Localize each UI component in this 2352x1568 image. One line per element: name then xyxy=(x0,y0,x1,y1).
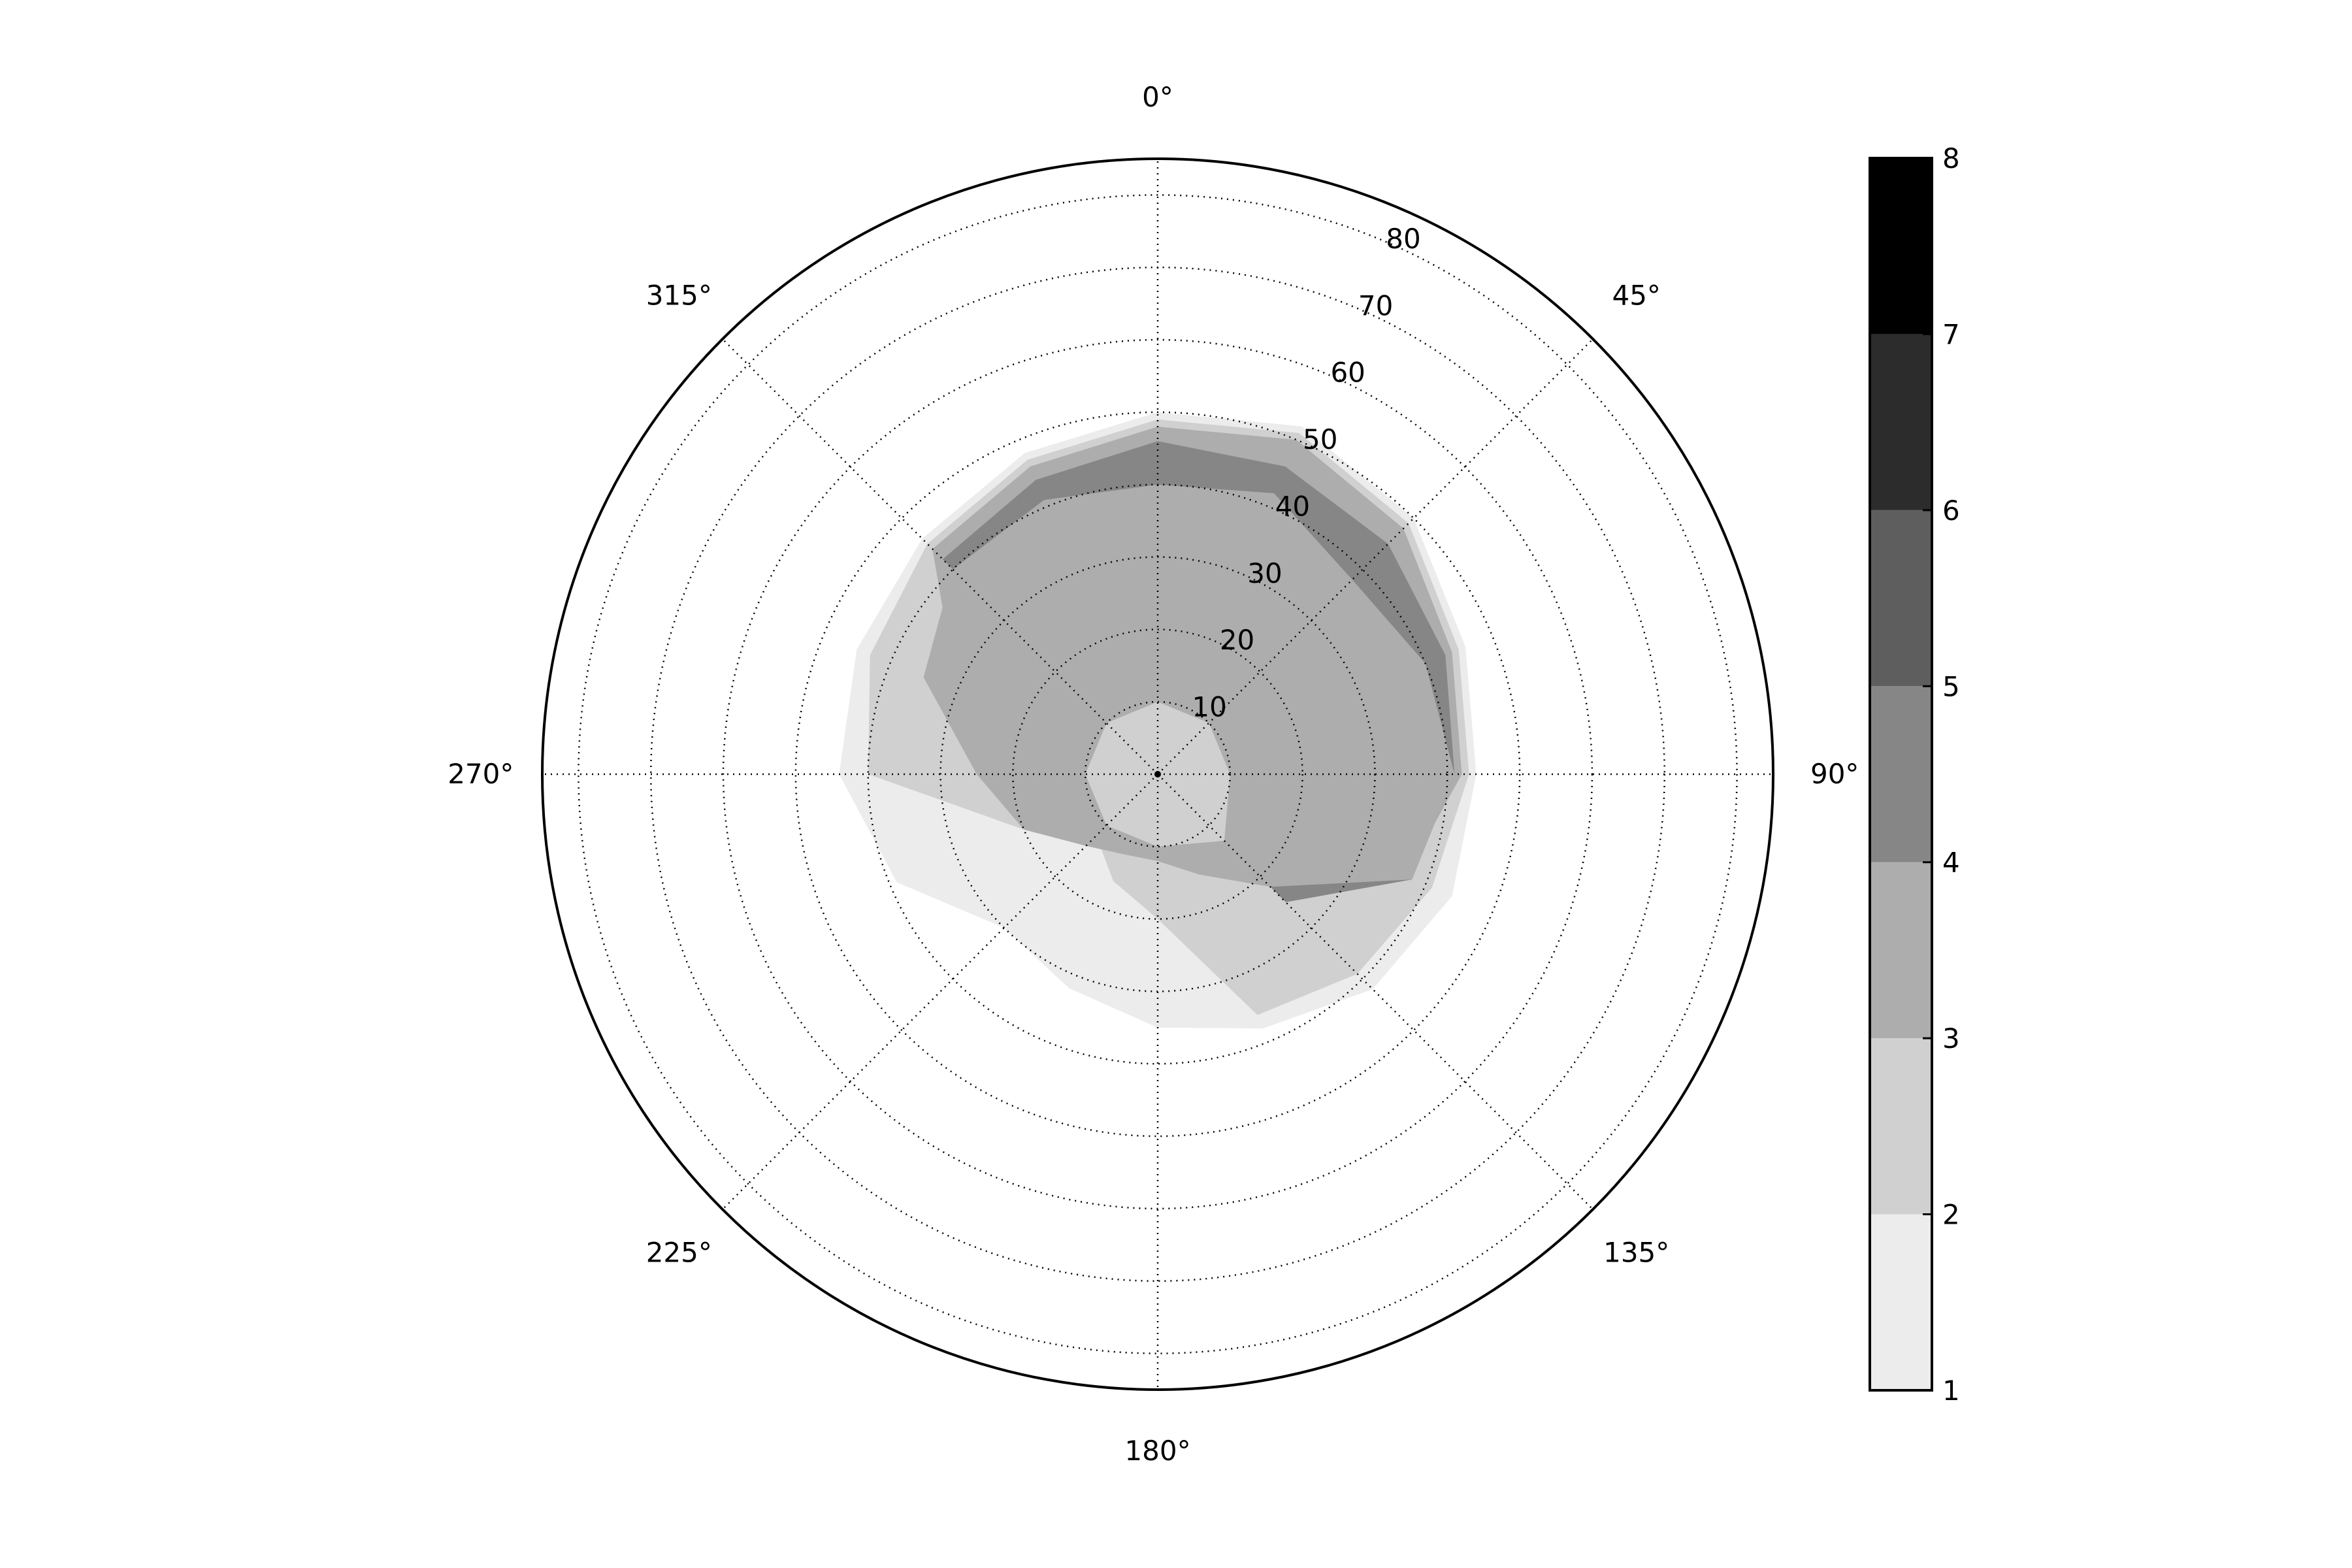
colorbar-band-3-4 xyxy=(1870,862,1932,1039)
colorbar-tick-label-1: 1 xyxy=(1942,1375,1960,1407)
angle-tick-label-0: 0° xyxy=(1142,81,1173,113)
radial-tick-label-50: 50 xyxy=(1303,423,1337,455)
radial-tick-label-30: 30 xyxy=(1247,557,1282,589)
colorbar-tick-label-5: 5 xyxy=(1942,670,1960,702)
angle-tick-label-135: 135° xyxy=(1603,1237,1669,1269)
angle-tick-label-225: 225° xyxy=(646,1237,712,1269)
radial-tick-labels: 10 20 30 40 50 60 70 80 xyxy=(1192,223,1420,723)
radial-tick-label-80: 80 xyxy=(1386,223,1420,255)
angle-tick-label-45: 45° xyxy=(1612,279,1660,311)
colorbar-band-1-2 xyxy=(1870,1214,1932,1390)
radial-gridline-60 xyxy=(722,338,1593,1210)
angle-tick-label-90: 90° xyxy=(1810,758,1859,790)
radial-gridline-50 xyxy=(794,411,1521,1137)
polar-axis-frame xyxy=(541,157,1774,1391)
colorbar-band-5-6 xyxy=(1870,510,1932,687)
origin-dot xyxy=(1154,771,1161,777)
radial-gridline-30 xyxy=(939,556,1376,992)
radial-tick-label-40: 40 xyxy=(1275,490,1310,522)
colorbar-tick-label-3: 3 xyxy=(1942,1022,1960,1054)
colorbar-tick-label-2: 2 xyxy=(1942,1199,1960,1231)
contour-fill-layer xyxy=(839,412,1477,1029)
radial-gridline-40 xyxy=(867,483,1448,1065)
colorbar-frame xyxy=(1869,157,1933,1392)
colorbar-band-2-3 xyxy=(1870,1038,1932,1215)
angle-tick-label-270: 270° xyxy=(448,758,514,790)
colorbar-tick-label-6: 6 xyxy=(1942,495,1960,527)
contour-level-3-4-core xyxy=(923,484,1455,887)
radial-tick-label-10: 10 xyxy=(1192,691,1226,723)
radial-tick-label-70: 70 xyxy=(1358,289,1393,321)
polar-grid xyxy=(542,159,1773,1390)
angular-gridline-45 xyxy=(1157,338,1593,775)
angle-tick-label-180: 180° xyxy=(1124,1435,1190,1467)
radial-tick-label-60: 60 xyxy=(1330,357,1365,389)
colorbar-band-7-8 xyxy=(1870,158,1932,335)
radial-gridline-80 xyxy=(578,194,1738,1354)
angular-gridline-225 xyxy=(722,774,1158,1210)
colorbar: 1 2 3 4 5 6 7 8 xyxy=(1869,142,1960,1407)
radial-tick-label-20: 20 xyxy=(1220,624,1254,656)
colorbar-band-6-7 xyxy=(1870,334,1932,510)
colorbar-tick-label-7: 7 xyxy=(1942,318,1960,350)
angular-gridline-135 xyxy=(1157,774,1593,1210)
radial-gridline-20 xyxy=(1012,629,1303,920)
colorbar-tick-label-8: 8 xyxy=(1942,142,1960,174)
colorbar-tick-label-4: 4 xyxy=(1942,847,1960,879)
angle-tick-labels: 0° 45° 90° 135° 180° 225° 270° 315° xyxy=(448,81,1859,1467)
colorbar-band-4-5 xyxy=(1870,686,1932,862)
angle-tick-label-315: 315° xyxy=(646,279,712,311)
